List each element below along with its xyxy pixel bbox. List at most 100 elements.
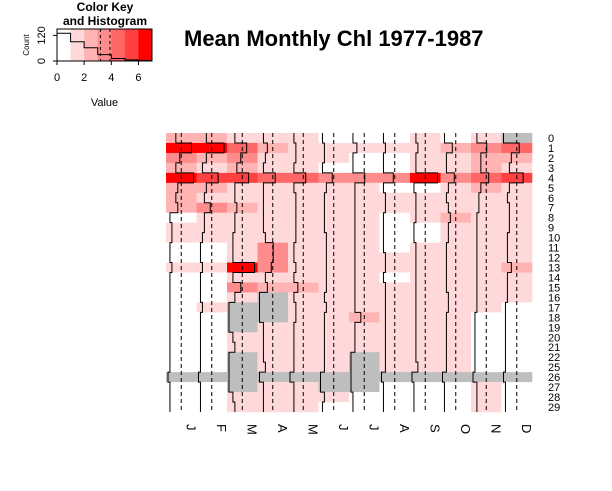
column-trace [167, 133, 194, 412]
heatmap-cell [288, 133, 319, 144]
heatmap-cell [410, 302, 441, 313]
heatmap-cell [257, 372, 289, 383]
heatmap-cell [318, 342, 350, 353]
color-key-band [97, 29, 112, 61]
heatmap-cell [288, 272, 319, 283]
heatmap-cell [471, 372, 502, 383]
heatmap-cell [196, 372, 228, 383]
row-label: 11 [548, 243, 559, 255]
heatmap-cell [288, 202, 319, 214]
heatmap-cell [257, 182, 289, 194]
heatmap-cell [379, 232, 411, 243]
heatmap-cell [227, 322, 258, 333]
heatmap-cell [379, 372, 411, 383]
heatmap-cell [471, 392, 502, 403]
heatmap-cell [410, 182, 441, 194]
heatmap-cell [166, 202, 197, 214]
heatmap-cell [288, 152, 319, 164]
heatmap-cell [166, 152, 197, 164]
row-label: 21 [548, 342, 560, 354]
heatmap-cell [379, 322, 411, 333]
row-label: 26 [548, 372, 560, 384]
column-label: D [519, 424, 534, 433]
color-key-band [57, 29, 71, 61]
heatmap-cell [227, 392, 258, 403]
heatmap-cell [166, 392, 197, 403]
row-label: 1 [548, 143, 554, 155]
color-key-x-tick-label: 2 [81, 72, 87, 84]
heatmap-cell [166, 272, 197, 283]
heatmap-cell [227, 372, 258, 383]
row-label: 17 [548, 302, 560, 314]
column-label: F [214, 424, 229, 432]
heatmap-cell [440, 182, 472, 194]
heatmap-cell [440, 202, 472, 214]
heatmap-cell [349, 152, 380, 164]
column-trace [259, 133, 276, 412]
heatmap-cell [349, 302, 380, 313]
color-key-histogram [56, 32, 152, 62]
heatmap-cell [410, 232, 441, 243]
heatmap-cell [440, 152, 472, 164]
color-key-xlabel: Value [91, 97, 118, 109]
row-label: 0 [548, 133, 554, 145]
column-trace [228, 133, 255, 412]
heatmap-cell [227, 232, 258, 243]
column-trace [442, 133, 455, 412]
column-label: J [336, 424, 351, 431]
heatmap-cell [379, 182, 411, 194]
heatmap-cell [471, 252, 502, 263]
row-label: 4 [548, 173, 554, 185]
heatmap-cell [501, 152, 533, 164]
column-trace [198, 133, 225, 412]
heatmap-cell [227, 302, 258, 313]
row-label: 2 [548, 153, 554, 165]
heatmap-cell [471, 342, 502, 353]
heatmap-cell [196, 232, 228, 243]
heatmap-cell [349, 182, 380, 194]
heatmap-cell [410, 252, 441, 263]
column-trace [289, 133, 307, 412]
color-key-band [124, 29, 139, 61]
heatmap-cell [257, 152, 289, 164]
heatmap-cell [257, 272, 289, 283]
heatmap-cell [410, 342, 441, 353]
color-key-band [84, 29, 99, 61]
row-label: 3 [548, 163, 554, 175]
heatmap-cell [471, 272, 502, 283]
row-label: 18 [548, 312, 560, 324]
heatmap-cell [318, 152, 350, 164]
color-key-band [138, 29, 153, 61]
heatmap-cell [318, 372, 350, 383]
heatmap-cell [227, 133, 258, 144]
heatmap-cell [227, 182, 258, 194]
heatmap-cell [196, 392, 228, 403]
column-label: S [427, 424, 442, 433]
row-label: 19 [548, 322, 560, 334]
heatmap-cell [379, 152, 411, 164]
heatmap-cell [196, 202, 228, 214]
row-label: 28 [548, 392, 560, 404]
heatmap-cell [471, 302, 502, 313]
heatmap-cell [166, 302, 197, 313]
heatmap-cell [501, 133, 533, 144]
heatmap-cell [440, 272, 472, 283]
row-labels: 0123456789101112131415161718192021222526… [548, 133, 560, 414]
heatmap-cell [349, 322, 380, 333]
row-label: 22 [548, 352, 560, 364]
heatmap-cell [349, 272, 380, 283]
column-trace [350, 133, 366, 412]
heatmap-cell [288, 302, 319, 313]
heatmap-cell [349, 232, 380, 243]
heatmap-cell [227, 252, 258, 263]
heatmap-cell [227, 202, 258, 214]
heatmap-cell [501, 342, 533, 353]
column-label: M [244, 424, 259, 435]
heatmap-cell [227, 152, 258, 164]
heatmap-cell [440, 232, 472, 243]
heatmap-cell [318, 302, 350, 313]
heatmap-cell [501, 202, 533, 214]
heatmap-cell [166, 232, 197, 243]
heatmap-cell [501, 232, 533, 243]
